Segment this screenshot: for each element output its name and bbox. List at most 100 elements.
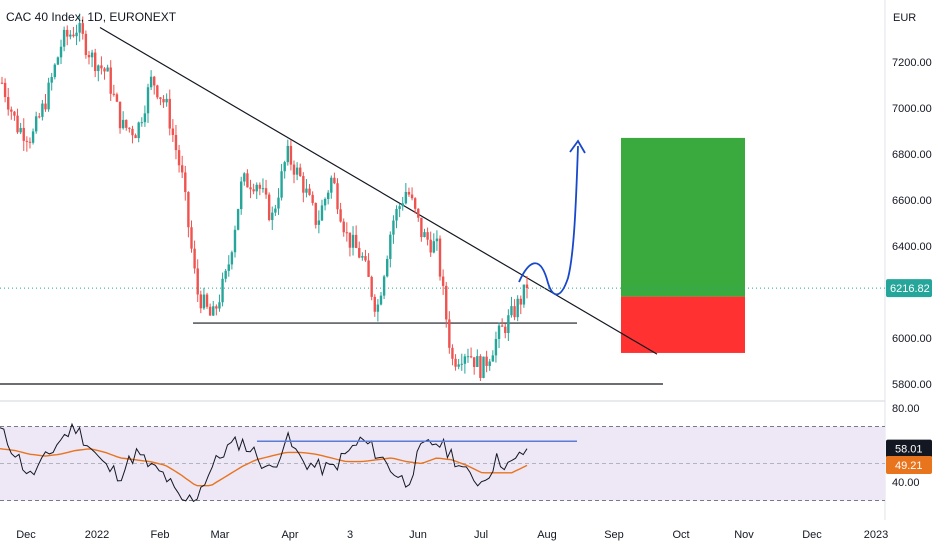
candle-body [510,306,513,316]
candle-body [410,194,414,199]
candle-body [513,306,516,318]
candle-body [162,98,165,103]
candle-body [16,115,19,133]
rsi-tick-label: 80.00 [892,403,920,415]
candle-body [460,363,463,365]
candle-body [125,119,128,128]
candle-body [289,145,293,165]
candle-body [302,176,305,193]
candle-body [429,239,432,253]
candle-body [497,325,501,339]
candle-body [112,93,116,95]
time-tick-label: 2022 [85,529,109,541]
candle-body [488,361,491,366]
candle-body [466,356,470,358]
candle-body [264,188,268,195]
stop-zone [621,296,745,353]
target-zone [621,137,745,297]
candle-body [193,248,196,269]
candle-body [93,52,97,72]
candle-body [41,103,44,117]
candle-body [62,29,66,47]
candle-body [283,162,286,172]
price-tick-label: 7200.00 [892,57,932,69]
time-tick-label: Dec [16,529,36,541]
candle-body [230,252,234,265]
candle-body [407,191,411,195]
candle-body [202,294,206,309]
candle-body [392,220,395,235]
candle-body [28,141,32,143]
time-tick-label: Oct [672,529,689,541]
candle-body [137,122,140,139]
candle-body [305,188,308,193]
candle-body [184,172,187,193]
candle-body [519,298,522,305]
candle-body [31,131,35,143]
candle-body [103,68,106,72]
rsi-ma-value-badge [886,455,932,474]
candle-body [53,64,57,78]
candle-body [504,326,507,334]
candle-body [56,57,60,65]
candle-body [323,199,327,206]
candle-body [143,113,147,123]
price-tick-label: 6000.00 [892,333,932,345]
candle-body [25,140,29,142]
candle-body [379,295,383,305]
candle-body [361,256,364,258]
candle-body [69,34,72,37]
candle-body [81,23,84,34]
last-price-value: 6216.82 [890,283,930,295]
candle-body [314,202,317,225]
candle-body [22,127,25,141]
candle-body [180,165,184,173]
price-tick-label: 6400.00 [892,241,932,253]
time-tick-label: Aug [537,529,557,541]
candle-body [252,189,255,192]
candle-body [351,234,355,248]
candle-body [451,347,454,359]
candle-body [236,209,240,230]
candle-body [59,46,63,58]
candle-body [84,33,88,56]
candle-body [333,177,336,184]
time-tick-label: Nov [734,529,754,541]
candle-body [134,135,137,139]
candle-body [491,355,495,362]
candle-body [115,94,119,102]
candle-body [249,187,252,190]
candle-body [413,198,417,209]
candle-body [426,232,429,240]
candle-body [320,205,324,221]
candle-body [212,306,215,316]
candle-body [159,97,162,99]
candle-body [190,227,193,249]
time-tick-label: Sep [604,529,624,541]
projection-arrowhead [569,139,586,154]
candle-body [240,181,243,210]
time-tick-label: 3 [347,529,353,541]
candle-body [395,209,398,221]
candle-body [187,192,190,228]
candle-body [246,173,249,188]
time-tick-label: Dec [802,529,822,541]
candle-body [233,229,237,253]
candle-body [336,183,339,210]
candle-body [171,128,175,135]
candle-body [438,238,442,277]
candle-body [243,173,246,182]
candle-body [386,258,389,277]
candle-body [7,97,10,110]
candle-body [174,134,178,151]
candle-body [97,65,100,72]
candle-body [38,116,41,118]
rsi-value-badge [886,439,932,458]
candle-body [342,221,345,233]
candle-body [121,119,125,129]
candle-body [398,206,401,210]
candle-body [118,101,122,129]
currency-label: EUR [893,12,916,24]
